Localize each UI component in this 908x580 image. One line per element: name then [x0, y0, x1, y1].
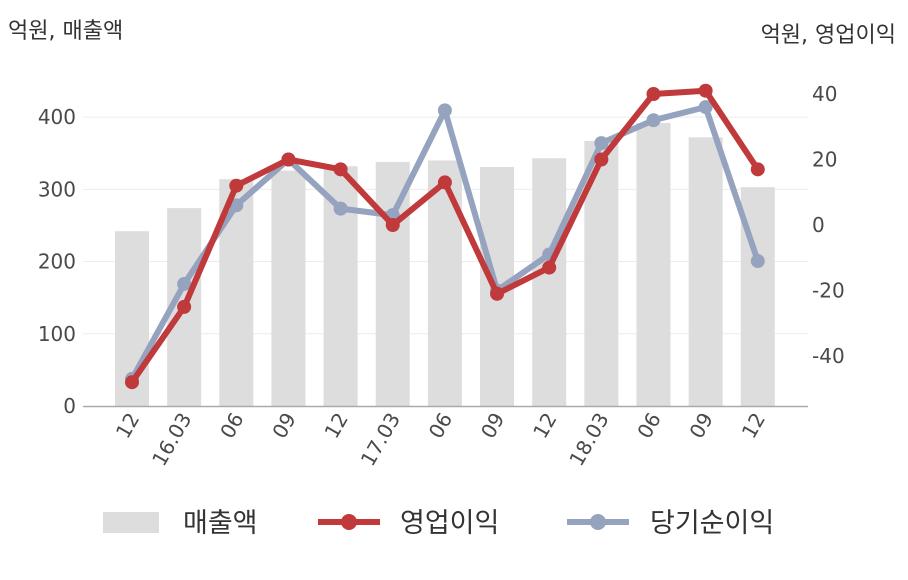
data-point — [437, 103, 452, 118]
data-point — [333, 162, 348, 177]
right-tick-label: 0 — [812, 213, 825, 237]
right-axis-unit-label: 억원, 영업이익 — [761, 23, 896, 48]
legend-label: 영업이익 — [400, 508, 499, 539]
data-point — [177, 276, 192, 291]
bar — [375, 161, 410, 406]
left-tick-label: 300 — [38, 177, 76, 201]
x-axis: 12 16.03 06 09 12 17.03 06 09 12 18.03 06 09 12 — [111, 409, 770, 471]
line-series-operating-profit — [125, 83, 765, 390]
bar — [636, 122, 671, 406]
bar — [688, 137, 723, 407]
data-point — [646, 113, 661, 128]
line-series — [125, 83, 765, 390]
bar — [427, 160, 462, 406]
right-axis: -40 -20 0 20 40 — [812, 82, 845, 368]
legend-swatch-marker — [341, 514, 357, 530]
data-point — [594, 152, 609, 167]
left-axis: 0 100 200 300 400 — [38, 105, 76, 418]
data-point — [385, 218, 400, 232]
right-tick-label: 20 — [812, 148, 837, 172]
data-point — [698, 100, 713, 115]
legend-swatch — [103, 512, 159, 533]
legend-item: 매출액 — [103, 508, 258, 539]
x-tick-label: 12 — [319, 409, 353, 443]
right-tick-label: -40 — [812, 344, 845, 368]
left-tick-label: 100 — [38, 322, 76, 346]
legend-swatch-marker — [590, 514, 606, 530]
data-point — [542, 260, 557, 275]
legend: 매출액 영업이익 당기순이익 — [103, 508, 774, 539]
data-point — [333, 201, 348, 216]
legend-item: 당기순이익 — [567, 508, 774, 539]
left-tick-label: 200 — [38, 250, 76, 274]
legend-item: 영업이익 — [318, 508, 499, 539]
right-tick-label: 40 — [812, 82, 837, 106]
data-point — [594, 136, 609, 151]
data-point — [229, 178, 244, 193]
data-point — [750, 162, 765, 177]
x-tick-label: 06 — [632, 409, 666, 443]
data-point — [125, 375, 139, 390]
right-tick-label: -20 — [812, 279, 845, 303]
data-point — [490, 286, 505, 301]
data-point — [437, 175, 452, 190]
x-tick-label: 12 — [528, 409, 562, 443]
bar — [271, 170, 306, 406]
x-tick-label: 12 — [737, 409, 771, 443]
bar — [532, 158, 567, 406]
x-tick-label: 06 — [424, 409, 458, 443]
x-tick-label: 17.03 — [356, 409, 405, 471]
x-tick-label: 09 — [684, 409, 718, 443]
left-axis-unit-label: 억원, 매출액 — [8, 19, 123, 44]
data-point — [646, 87, 661, 101]
data-point — [750, 254, 765, 269]
left-tick-label: 0 — [63, 394, 76, 418]
legend-label: 당기순이익 — [650, 508, 774, 539]
bar-series — [115, 122, 775, 407]
data-point — [229, 198, 244, 213]
x-tick-label: 12 — [111, 409, 145, 443]
x-tick-label: 16.03 — [147, 409, 196, 471]
x-tick-label: 09 — [267, 409, 301, 443]
legend-label: 매출액 — [183, 508, 258, 539]
data-point — [281, 152, 296, 167]
x-tick-label: 09 — [476, 409, 510, 443]
x-tick-label: 18.03 — [564, 409, 613, 471]
left-tick-label: 400 — [38, 105, 76, 129]
x-tick-label: 06 — [215, 409, 249, 443]
data-point — [698, 83, 713, 98]
data-point — [177, 299, 192, 314]
